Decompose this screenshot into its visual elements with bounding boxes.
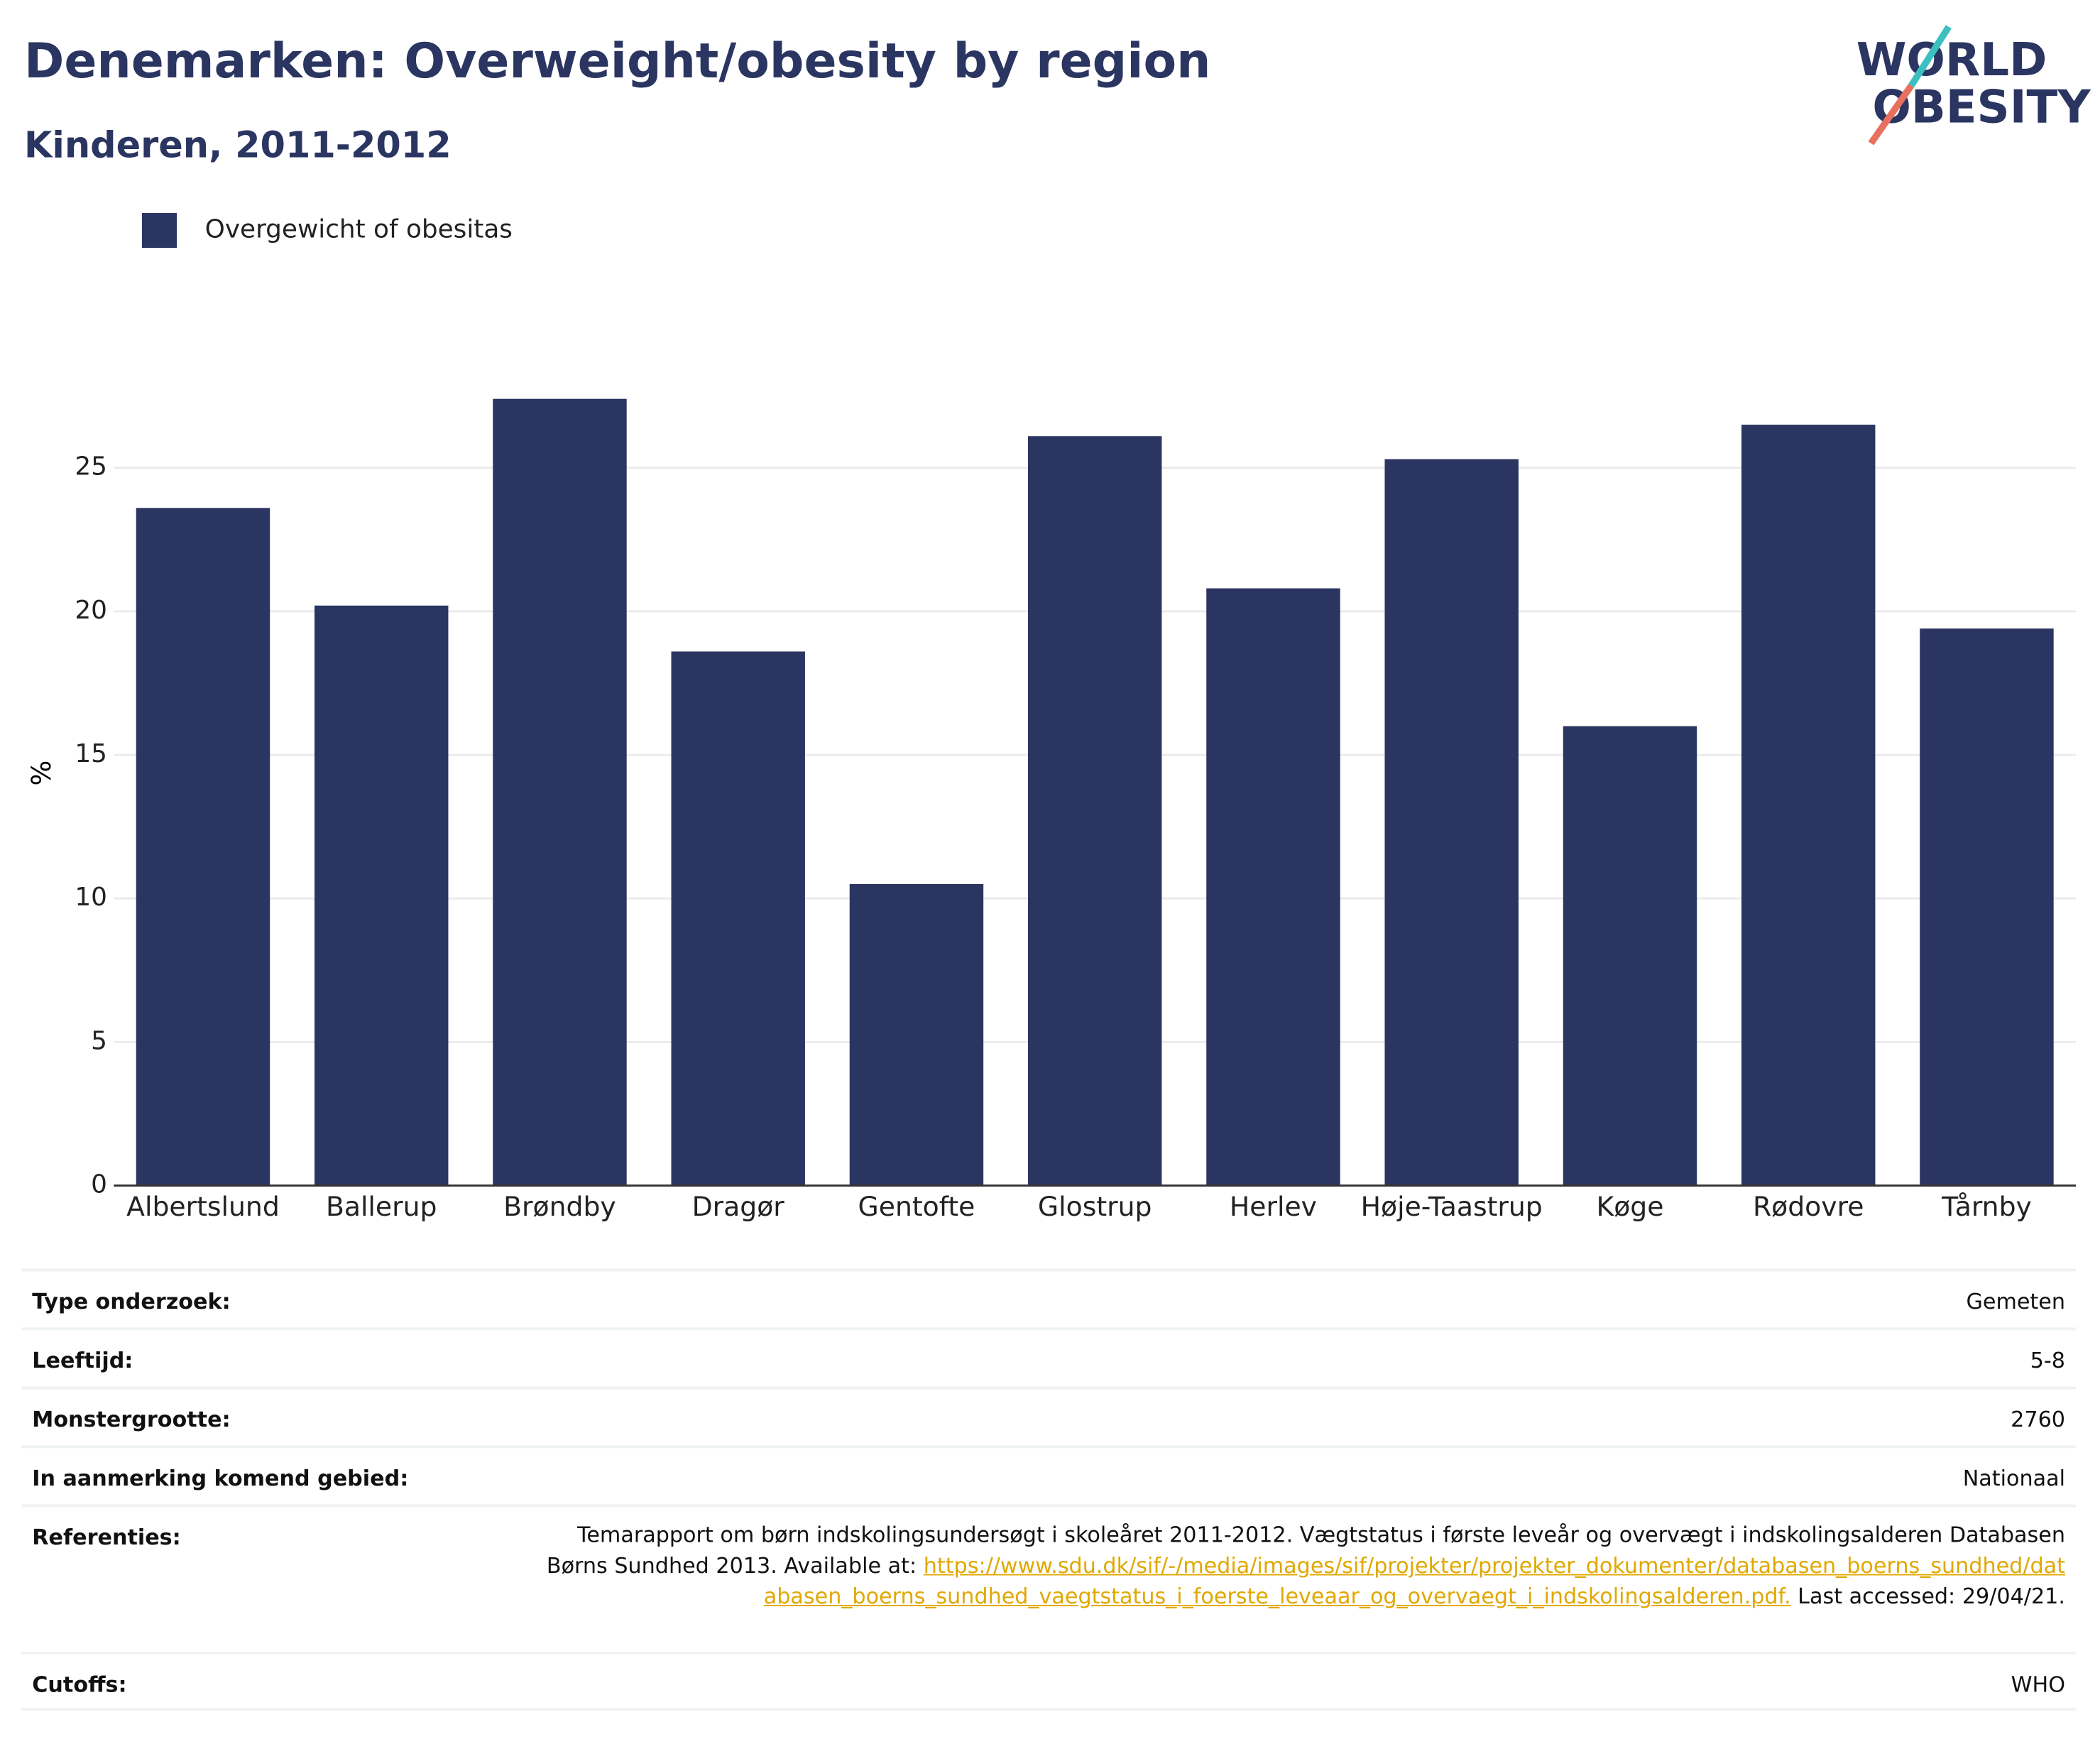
x-tick-label: Køge	[1596, 1191, 1663, 1222]
row-value: Gemeten	[1966, 1288, 2065, 1314]
logo-slash-top	[1908, 25, 1952, 88]
row-value: WHO	[2011, 1672, 2065, 1698]
row-value: 2760	[2011, 1406, 2065, 1432]
row-value: Nationaal	[1962, 1465, 2065, 1491]
bar	[849, 883, 984, 1186]
y-tick-label: 10	[75, 883, 107, 912]
x-tick-label: Brøndby	[503, 1191, 616, 1222]
row-label: Referenties:	[32, 1524, 181, 1550]
y-tick-label: 0	[91, 1170, 107, 1199]
table-row: Type onderzoek: Gemeten	[21, 1268, 2077, 1328]
y-tick-label: 15	[75, 739, 107, 768]
bar	[315, 605, 449, 1186]
bar	[1920, 628, 2054, 1186]
y-tick-label: 25	[75, 452, 107, 481]
bar	[1741, 425, 1876, 1186]
row-label: Monstergrootte:	[32, 1406, 231, 1432]
row-label: Leeftijd:	[32, 1347, 133, 1373]
x-tick-label: Gentofte	[858, 1191, 975, 1222]
row-value: Temarapport om børn indskolingsundersøgt…	[538, 1519, 2065, 1611]
chart-subtitle: Kinderen, 2011-2012	[24, 125, 452, 167]
table-row: Leeftijd: 5-8	[21, 1327, 2077, 1387]
table-row: Monstergrootte: 2760	[21, 1386, 2077, 1446]
x-tick-label: Glostrup	[1038, 1191, 1152, 1222]
table-row: In aanmerking komend gebied: Nationaal	[21, 1445, 2077, 1505]
bar	[493, 398, 627, 1186]
x-tick-label: Rødovre	[1753, 1191, 1864, 1222]
x-tick-label: Ballerup	[326, 1191, 437, 1222]
y-tick-label: 20	[75, 596, 107, 625]
legend-label: Overgewicht of obesitas	[205, 214, 513, 244]
legend-swatch	[141, 212, 177, 249]
y-axis-label: %	[26, 761, 57, 786]
logo-slash-bottom	[1868, 84, 1914, 146]
chart: Denemarken: Overweight/obesity by region…	[24, 25, 2091, 1222]
details-table: Type onderzoek: Gemeten Leeftijd: 5-8 Monste…	[21, 1268, 2077, 1711]
row-label: In aanmerking komend gebied:	[32, 1465, 409, 1491]
row-value: 5-8	[2030, 1347, 2065, 1373]
bar	[1206, 588, 1340, 1186]
y-tick-label: 5	[91, 1026, 107, 1055]
bar	[136, 508, 270, 1186]
table-row: Referenties: Temarapport om børn indskoli…	[21, 1504, 2077, 1652]
bar	[1027, 436, 1162, 1186]
bar	[1563, 726, 1697, 1186]
row-label: Cutoffs:	[32, 1672, 127, 1698]
x-tick-label: Herlev	[1230, 1191, 1317, 1222]
logo: WORLD OBESITY	[1856, 25, 2091, 146]
reference-link[interactable]: https://www.sdu.dk/sif/-/media/images/si…	[763, 1552, 2065, 1609]
x-tick-label: Tårnby	[1941, 1191, 2032, 1222]
x-tick-label: Albertslund	[126, 1191, 280, 1222]
logo-line1: WORLD	[1856, 33, 2047, 87]
chart-title: Denemarken: Overweight/obesity by region	[24, 33, 1211, 89]
bar	[1384, 459, 1519, 1186]
x-tick-label: Høje-Taastrup	[1361, 1191, 1543, 1222]
reference-note: Last accessed: 29/04/21.	[1798, 1583, 2065, 1609]
bar	[671, 651, 805, 1186]
row-label: Type onderzoek:	[32, 1288, 231, 1314]
x-tick-label: Dragør	[692, 1191, 785, 1222]
table-row: Cutoffs: WHO	[21, 1652, 2077, 1711]
reference-text: Temarapport om børn indskolingsundersøgt…	[546, 1522, 2065, 1579]
